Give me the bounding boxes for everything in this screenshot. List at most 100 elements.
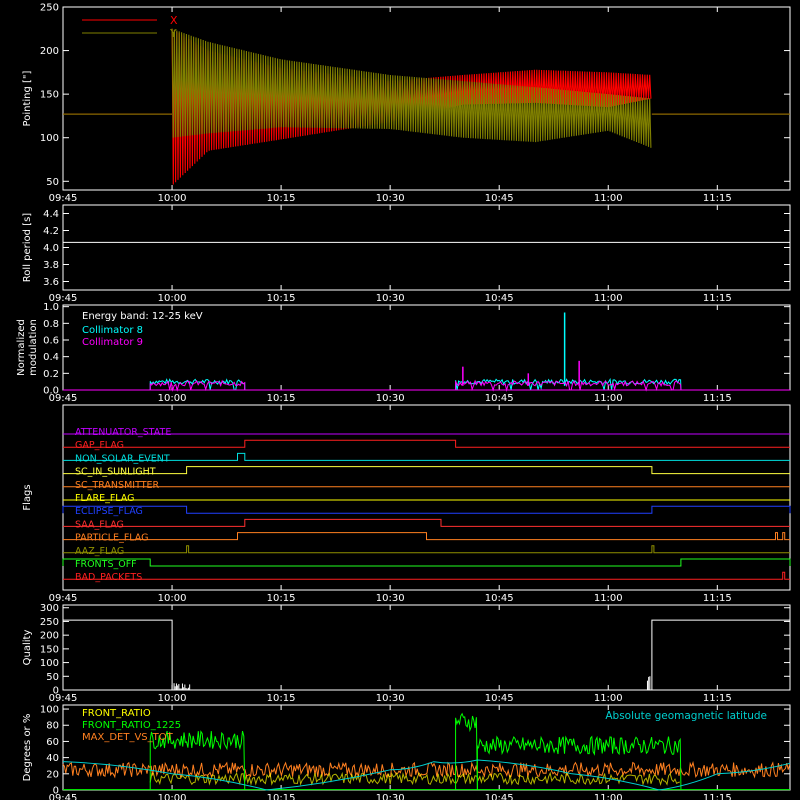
x-tick-label: 11:00 [594,193,623,204]
x-tick-label: 10:15 [267,193,296,204]
flag-label: NON_SOLAR_EVENT [75,453,170,464]
x-tick-label: 11:15 [703,293,732,304]
x-tick-label: 11:00 [594,793,623,800]
y-tick-label: 20 [46,769,59,780]
x-tick-label: 11:15 [703,393,732,404]
y-axis-label: Quality [22,630,33,666]
flag-line-eclipse-flag [62,505,791,514]
series-line-Collimator-8 [455,377,682,391]
y-tick-label: 250 [40,617,59,628]
y-tick-label: 0.8 [43,319,59,330]
y-tick-label: 0.6 [43,336,59,347]
x-tick-label: 10:00 [158,693,187,704]
x-tick-label: 11:15 [703,593,732,604]
x-tick-label: 10:45 [485,193,514,204]
series-line-front-ratio-1225 [476,735,682,791]
y-axis-label: modulation [28,319,39,376]
legend-label: X [170,14,178,27]
series-line-Collimator-9 [149,379,246,392]
y-tick-label: 100 [40,133,59,144]
x-tick-label: 11:00 [594,393,623,404]
plot-frame [62,404,791,591]
x-tick-label: 10:00 [158,793,187,800]
y-tick-label: 0 [53,786,59,797]
flag-label: SC_IN_SUNLIGHT [75,467,156,478]
flag-label: FLARE_FLAG [75,493,135,504]
x-tick-label: 10:30 [376,393,405,404]
x-tick-label: 11:15 [703,193,732,204]
plot-frame [62,204,791,291]
flag-line-sc-in-sunlight [63,466,790,475]
y-tick-label: 0.0 [43,386,59,397]
y-axis-label: Normalized [16,319,27,376]
series-line-front-ratio [149,771,680,787]
x-tick-label: 10:45 [485,793,514,800]
x-tick-label: 10:45 [485,693,514,704]
y-tick-label: 40 [46,753,59,764]
y-tick-label: 150 [40,644,59,655]
x-tick-label: 11:00 [594,293,623,304]
x-tick-label: 10:00 [158,293,187,304]
flag-label: BAD_PACKETS [75,572,142,583]
flag-label: ATTENUATOR_STATE [75,427,171,438]
series-line-geomagnetic-latitude [62,759,791,791]
y-axis-label: Roll period [s] [22,213,33,282]
y-tick-label: 3.6 [43,277,59,288]
x-tick-label: 10:00 [158,393,187,404]
flag-label: GAP_FLAG [75,440,124,451]
legend-label: Collimator 8 [82,325,143,336]
flag-label: SAA_FLAG [75,519,124,530]
flag-line-fronts-off [62,558,791,567]
x-tick-label: 09:45 [49,593,78,604]
y-tick-label: 100 [40,658,59,669]
y-tick-label: 200 [40,46,59,57]
y-axis-label: Degrees or % [22,714,33,782]
y-axis-label: Pointing ["] [22,70,33,126]
flag-line-saa-flag [63,518,790,527]
y-tick-label: 50 [46,177,59,188]
x-tick-label: 11:00 [594,593,623,604]
flag-label: FRONTS_OFF [75,559,137,570]
y-tick-label: 1.0 [43,302,59,313]
quality-line [63,619,790,691]
x-tick-label: 09:45 [49,293,78,304]
flag-label: ECLIPSE_FLAG [75,506,143,517]
flag-line-non-solar-event [63,452,790,461]
x-tick-label: 10:00 [158,593,187,604]
x-tick-label: 11:15 [703,693,732,704]
x-tick-label: 10:15 [267,393,296,404]
y-tick-label: 60 [46,737,59,748]
flag-label: AAZ_FLAG [75,546,124,557]
x-tick-label: 09:45 [49,193,78,204]
x-tick-label: 10:00 [158,193,187,204]
x-tick-label: 10:15 [267,593,296,604]
plot-frame [62,6,791,191]
y-tick-label: 0.4 [43,352,59,363]
y-tick-label: 150 [40,90,59,101]
x-tick-label: 10:45 [485,393,514,404]
y-tick-label: 200 [40,631,59,642]
y-tick-label: 4.4 [43,209,59,220]
x-tick-label: 10:30 [376,293,405,304]
y-tick-label: 250 [40,3,59,14]
legend-label: Collimator 9 [82,337,143,348]
series-line-max-det-vs-tot [62,760,791,779]
x-tick-label: 10:30 [376,693,405,704]
series-line-front-ratio-1225 [149,730,246,791]
x-tick-label: 10:15 [267,793,296,800]
flag-line-bad-packets [63,571,790,580]
legend-label: Y [169,27,177,40]
x-tick-label: 09:45 [49,793,78,800]
legend-label: Absolute geomagnetic latitude [605,710,767,722]
flag-label: PARTICLE_FLAG [75,533,148,544]
y-tick-label: 50 [46,672,59,683]
legend-label: FRONT_RATIO_1225 [82,720,181,731]
x-tick-label: 10:30 [376,193,405,204]
flag-line-aaz-flag [63,545,790,554]
flag-line-gap-flag [63,439,790,448]
legend-label: FRONT_RATIO [82,708,151,719]
y-tick-label: 0 [53,686,59,697]
x-tick-label: 11:15 [703,793,732,800]
